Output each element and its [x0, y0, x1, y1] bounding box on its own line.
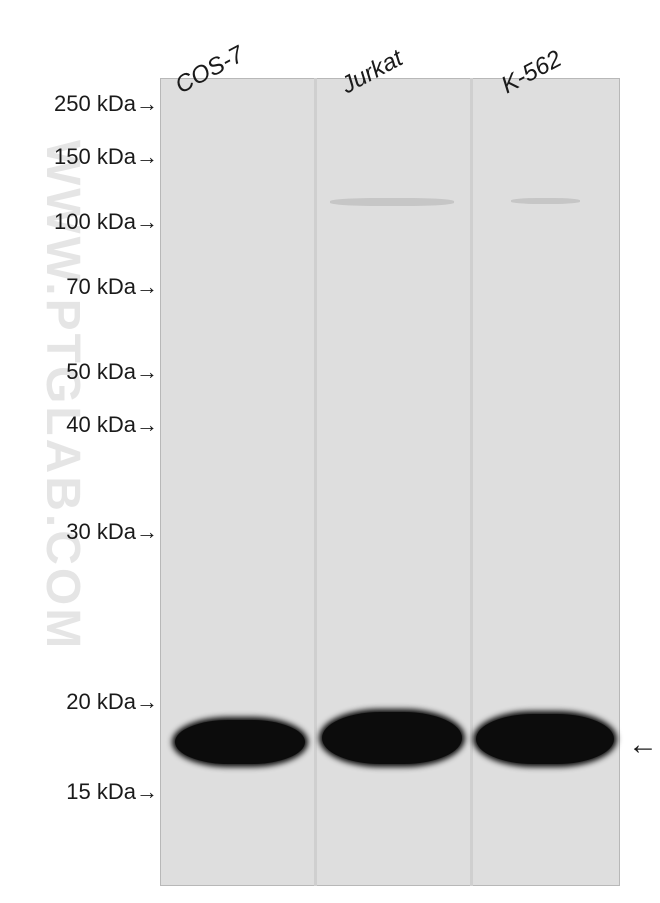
blot-figure: WWW.PTGLAB.COM COS-7JurkatK-562 250 kDa→… [0, 0, 660, 903]
mw-marker-arrow-icon: → [136, 689, 158, 715]
protein-band [476, 714, 614, 764]
mw-marker-text: 15 kDa [66, 779, 136, 804]
mw-marker-label: 100 kDa→ [0, 209, 158, 235]
mw-marker-arrow-icon: → [136, 779, 158, 805]
mw-marker-label: 15 kDa→ [0, 779, 158, 805]
mw-marker-label: 70 kDa→ [0, 274, 158, 300]
mw-marker-text: 150 kDa [54, 144, 136, 169]
mw-marker-label: 20 kDa→ [0, 689, 158, 715]
mw-marker-arrow-icon: → [136, 519, 158, 545]
mw-marker-label: 40 kDa→ [0, 412, 158, 438]
faint-band [330, 198, 454, 206]
protein-band [175, 720, 304, 764]
mw-marker-arrow-icon: → [136, 91, 158, 117]
mw-marker-label: 150 kDa→ [0, 144, 158, 170]
mw-marker-text: 40 kDa [66, 412, 136, 437]
mw-marker-arrow-icon: → [136, 412, 158, 438]
mw-marker-arrow-icon: → [136, 359, 158, 385]
faint-band [511, 198, 580, 204]
lane-divider [470, 78, 473, 886]
mw-marker-label: 250 kDa→ [0, 91, 158, 117]
mw-marker-arrow-icon: → [136, 144, 158, 170]
mw-marker-text: 250 kDa [54, 91, 136, 116]
mw-marker-text: 100 kDa [54, 209, 136, 234]
mw-marker-text: 50 kDa [66, 359, 136, 384]
target-band-arrow-icon: ← [628, 728, 658, 762]
lane-divider [314, 78, 317, 886]
mw-marker-text: 70 kDa [66, 274, 136, 299]
mw-marker-text: 20 kDa [66, 689, 136, 714]
mw-marker-label: 30 kDa→ [0, 519, 158, 545]
mw-marker-text: 30 kDa [66, 519, 136, 544]
mw-marker-label: 50 kDa→ [0, 359, 158, 385]
mw-marker-arrow-icon: → [136, 209, 158, 235]
mw-marker-arrow-icon: → [136, 274, 158, 300]
protein-band [322, 712, 463, 764]
